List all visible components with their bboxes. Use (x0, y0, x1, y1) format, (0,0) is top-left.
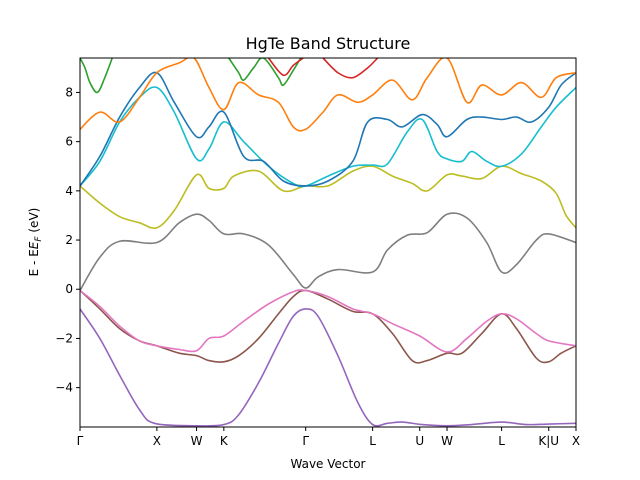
y-tick-label: 8 (65, 85, 73, 99)
x-tick-label: X (153, 434, 161, 448)
plot-frame (79, 57, 577, 428)
y-axis-label-suffix: (eV) (27, 208, 41, 237)
chart-title: HgTe Band Structure (246, 34, 411, 53)
band-line-3 (80, 289, 576, 353)
x-tick-label: K|U (538, 434, 559, 448)
x-tick-label: L (498, 434, 505, 448)
y-tick-label: 6 (65, 135, 73, 149)
y-tick-label: 2 (65, 233, 73, 247)
x-tick-label: U (415, 434, 424, 448)
band-line-4 (80, 212, 576, 291)
x-axis-ticks: Γ X W K Γ L U W L K|U X (77, 427, 580, 448)
series-layer (80, 58, 576, 427)
y-tick-label: 0 (65, 282, 73, 296)
x-tick-label: X (572, 434, 580, 448)
y-axis-label-subscript: F (34, 236, 44, 242)
y-axis-label-prefix: E - E (27, 249, 41, 276)
band-line-5 (80, 165, 576, 229)
y-tick-label: −2 (55, 331, 73, 345)
x-tick-label: W (441, 434, 453, 448)
y-axis-label-e: E (27, 241, 41, 249)
band-line-7 (80, 71, 576, 187)
band-line-6 (80, 86, 576, 188)
x-tick-label: L (369, 434, 376, 448)
band-line-9 (80, 58, 113, 94)
band-line-10-segment-2 (322, 58, 379, 79)
x-tick-label: Γ (302, 434, 309, 448)
x-tick-label: Γ (77, 434, 84, 448)
x-axis-label: Wave Vector (291, 457, 366, 471)
x-tick-label: K (220, 434, 229, 448)
band-line-10 (267, 58, 304, 77)
band-line-2 (80, 289, 576, 364)
y-axis-ticks: −4 −2 0 2 4 6 8 (55, 85, 80, 395)
band-line-8 (80, 58, 576, 132)
y-tick-label: 4 (65, 184, 73, 198)
band-line-9-segment-2 (228, 58, 302, 87)
band-line-1 (80, 308, 576, 427)
x-tick-label: W (191, 434, 203, 448)
y-tick-label: −4 (55, 381, 73, 395)
y-axis-label: E - EEF (eV) (27, 208, 44, 277)
